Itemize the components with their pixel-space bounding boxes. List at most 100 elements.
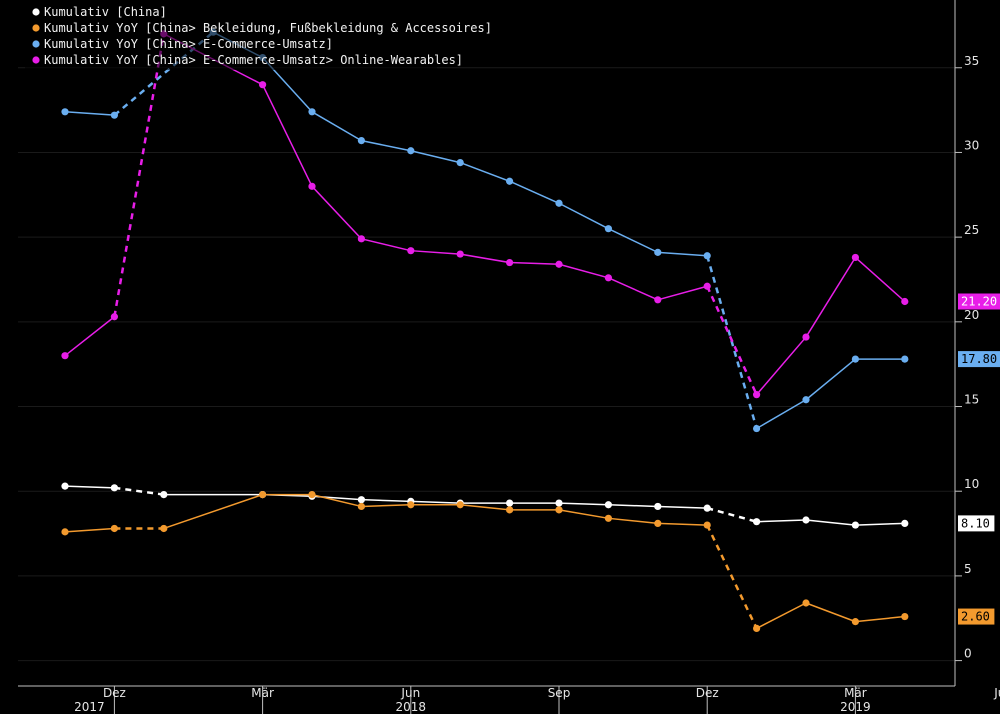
- series-1-point: [802, 599, 810, 607]
- series-3-segment: [261, 84, 313, 187]
- series-2-segment: [509, 180, 560, 204]
- last-value-badge: 2.60: [958, 608, 995, 625]
- series-1-segment: [163, 493, 263, 530]
- series-3-point: [604, 274, 613, 282]
- x-tick-label: Dez: [103, 686, 126, 700]
- last-value-badge-bg: [958, 293, 1000, 310]
- series-2-point: [61, 108, 69, 116]
- series-1-segment: [460, 504, 510, 511]
- series-3-segment: [608, 277, 659, 301]
- series-1-segment: [805, 602, 856, 623]
- series-2-point: [802, 396, 810, 404]
- series-3-point: [407, 247, 415, 255]
- series-1-segment: [311, 493, 362, 508]
- series-1-point: [259, 490, 267, 499]
- series-3-point: [851, 253, 860, 262]
- x-tick-label: Jun: [993, 686, 1000, 700]
- legend-marker: [32, 40, 40, 48]
- series-layer: [61, 28, 909, 633]
- last-value-badge-bg: [958, 515, 995, 532]
- series-3-segment: [756, 336, 807, 396]
- x-tick-label: Dez: [696, 686, 719, 700]
- series-1-point: [604, 514, 613, 522]
- series-3-point: [308, 182, 316, 190]
- series-2-segment: [756, 399, 807, 430]
- series-1-segment: [64, 527, 115, 533]
- series-2-point: [604, 225, 613, 233]
- series-2-point: [407, 147, 415, 155]
- series-2-point: [357, 136, 365, 145]
- last-value-label: 8.10: [961, 516, 990, 530]
- series-1: [61, 490, 909, 633]
- series-1-point: [357, 502, 365, 511]
- legend-marker: [32, 24, 40, 32]
- legend-background: [25, 0, 437, 70]
- last-value-badge: 21.20: [958, 293, 1000, 310]
- series-2-point: [456, 159, 464, 167]
- series-3-point: [753, 391, 761, 399]
- series-0-point: [604, 501, 613, 509]
- series-3-segment: [113, 33, 166, 317]
- series-3-segment: [558, 263, 609, 279]
- legend: Kumulativ [China] Kumulativ YoY [China> B…: [25, 0, 492, 70]
- legend-entry: Kumulativ YoY [China> E-Commerce-Umsatz>…: [44, 53, 463, 67]
- series-1-point: [901, 612, 909, 621]
- last-value-badge: 8.10: [958, 515, 995, 532]
- x-year-label: 2019: [840, 700, 871, 714]
- x-axis-ticks: Dez Mär Jun Sep Dez Mär Jun 2017 2018 2019: [74, 686, 1000, 714]
- x-year-label: 2017: [74, 700, 105, 714]
- series-2-point: [654, 248, 662, 256]
- series-3-point: [259, 81, 267, 89]
- y-tick-label: 0: [964, 647, 972, 661]
- series-3-point: [802, 333, 810, 341]
- series-3-segment: [460, 253, 510, 264]
- legend-marker: [32, 8, 40, 16]
- series-2-point: [110, 111, 118, 119]
- last-value-badge-bg: [958, 351, 1000, 368]
- series-2-point: [308, 108, 316, 116]
- series-3-segment: [361, 238, 411, 252]
- series-1-segment: [361, 504, 411, 508]
- series-0-segment: [361, 498, 411, 503]
- series-3: [61, 30, 909, 399]
- series-2-segment: [805, 358, 856, 401]
- series-1-point: [506, 506, 514, 514]
- series-0-segment: [608, 504, 658, 508]
- series-0-segment: [657, 505, 708, 509]
- last-value-label: 17.80: [961, 352, 997, 366]
- last-value-labels: 8.10 2.60 17.80 21.20: [958, 293, 1000, 625]
- axes: [18, 0, 956, 687]
- series-0-point: [802, 516, 810, 524]
- series-0-segment: [114, 486, 164, 496]
- series-0-point: [901, 519, 909, 527]
- series-2-segment: [459, 161, 510, 182]
- last-value-label: 2.60: [961, 610, 990, 624]
- series-3-segment: [706, 285, 758, 396]
- series-3-point: [110, 313, 118, 321]
- series-0-segment: [64, 485, 115, 489]
- x-tick-label: Jun: [400, 686, 420, 700]
- series-2-segment: [311, 111, 362, 142]
- series-0-point: [753, 518, 761, 526]
- last-value-badge-bg: [958, 608, 995, 625]
- series-3-segment: [64, 316, 115, 357]
- series-1-point: [654, 519, 662, 527]
- series-1-point: [110, 524, 118, 533]
- series-2-segment: [657, 251, 708, 257]
- series-0-segment: [756, 519, 807, 523]
- series-2-point: [555, 199, 563, 207]
- series-3-segment: [805, 257, 857, 338]
- legend-entry: Kumulativ YoY [China> E-Commerce-Umsatz]: [44, 37, 333, 51]
- series-2-point: [703, 252, 711, 260]
- series-0-point: [110, 484, 118, 492]
- series-3-point: [555, 260, 563, 268]
- series-2-segment: [558, 202, 609, 230]
- x-year-label: 2018: [396, 700, 427, 714]
- series-2-point: [753, 424, 761, 433]
- series-3-segment: [657, 285, 708, 301]
- series-2-segment: [608, 227, 659, 254]
- series-1-point: [456, 501, 464, 509]
- series-1-segment: [657, 522, 708, 526]
- series-1-point: [61, 528, 69, 536]
